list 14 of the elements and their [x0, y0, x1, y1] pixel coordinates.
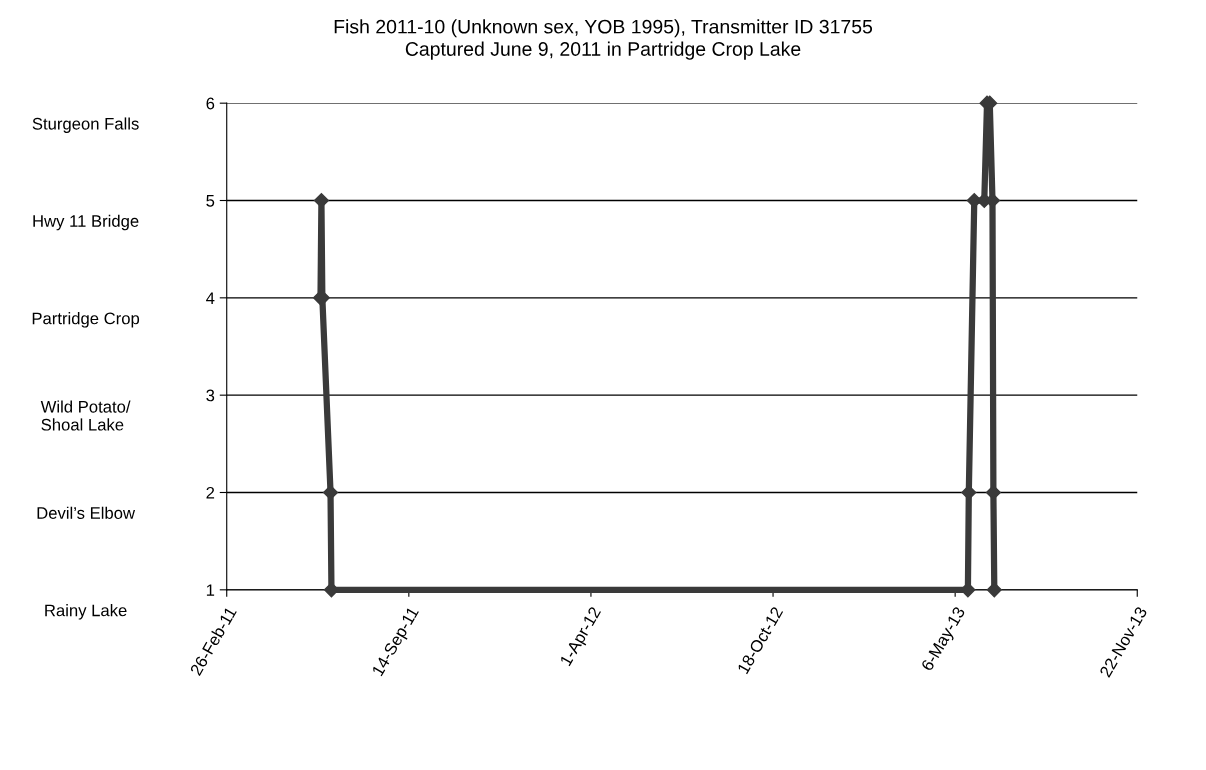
y-tick-label: 3	[206, 389, 215, 402]
text: Hwy 11 Bridge	[33, 214, 139, 231]
text: Sturgeon Falls	[32, 117, 139, 133]
text: Devil’s Elbow	[37, 506, 136, 519]
text: Wild Potato/ Shoal Lake	[40, 400, 131, 431]
text: Rainy Lake	[45, 604, 127, 620]
y-tick-label: 6	[206, 97, 215, 110]
y-tick-label: 2	[206, 486, 215, 499]
point	[986, 582, 1002, 598]
y-tick-label: 5	[206, 195, 215, 207]
y-tick-label: 1	[206, 584, 215, 596]
y-tick-label: 4	[206, 292, 215, 304]
chart-title: Fish 2011-10 (Unknown sex, YOB 1995), Transmitter ID 31755 Captured June 9, 2011 in Partridge Crop Lake	[334, 19, 873, 60]
text: Partridge Crop	[32, 312, 140, 328]
